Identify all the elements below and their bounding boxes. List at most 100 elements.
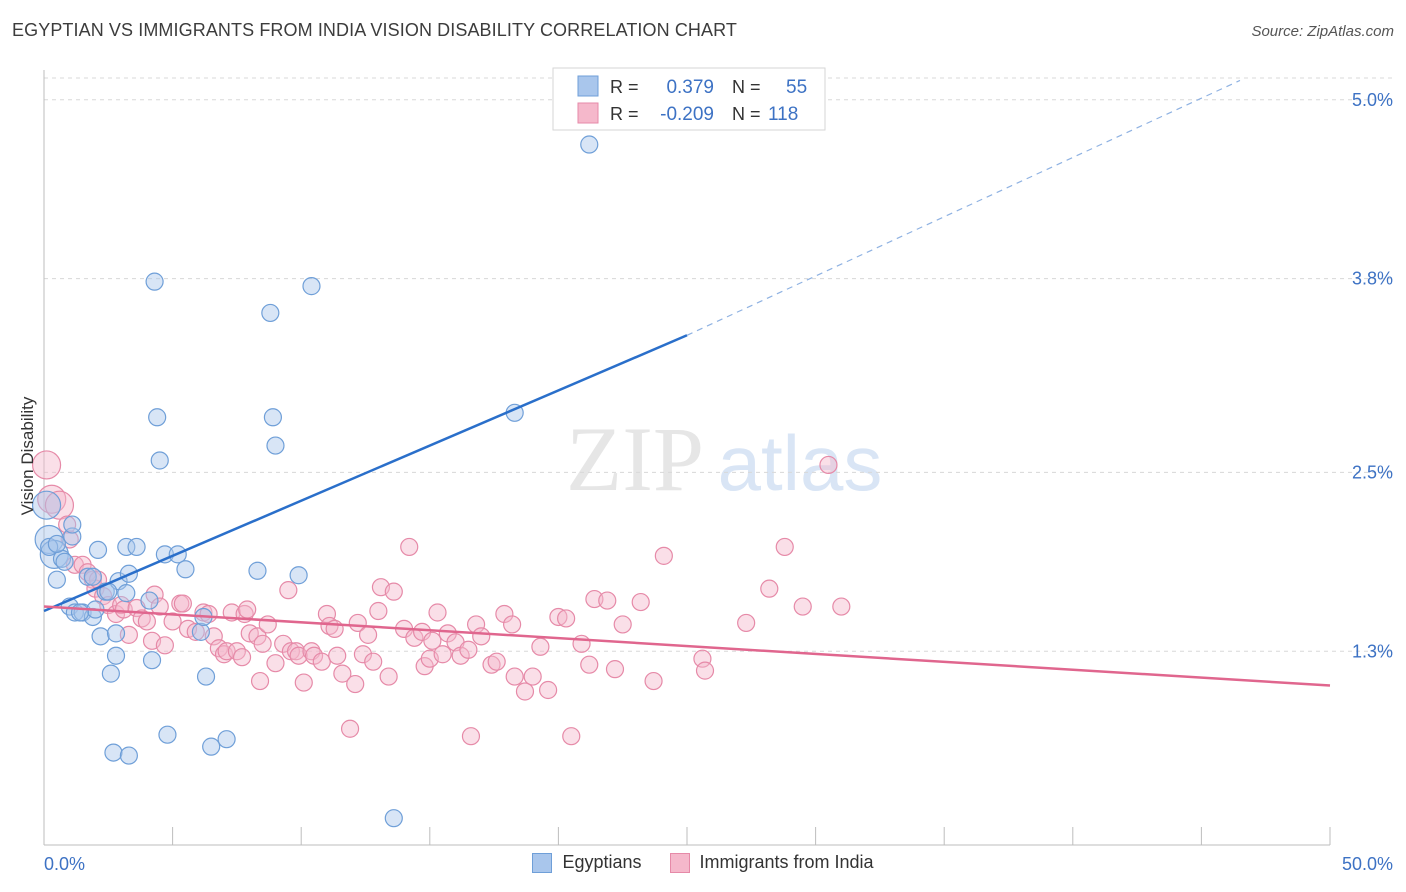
data-point	[654, 546, 673, 565]
data-point	[317, 604, 337, 624]
data-point	[423, 631, 442, 650]
legend-swatch-egyptians	[532, 852, 553, 873]
data-point	[191, 622, 210, 641]
india-series	[31, 450, 851, 746]
data-point	[202, 737, 221, 756]
data-point	[505, 667, 524, 686]
data-point	[158, 725, 177, 744]
legend-label-india: Immigrants from India	[699, 852, 874, 872]
data-point	[44, 490, 75, 520]
data-point	[78, 567, 97, 586]
data-point	[119, 746, 138, 765]
data-point	[91, 627, 110, 646]
data-point	[379, 667, 398, 686]
trend-line-egyptians	[43, 334, 688, 613]
x-tick-label-max: 50.0%	[1342, 854, 1393, 874]
stats-r-value: 0.379	[666, 77, 714, 98]
data-point	[549, 607, 568, 627]
data-point	[88, 540, 108, 560]
stats-n-label: N =	[732, 104, 761, 124]
data-point	[150, 597, 169, 616]
stats-r-label: R =	[610, 104, 639, 124]
data-point	[148, 408, 167, 427]
legend-item-india[interactable]: Immigrants from India	[669, 852, 874, 873]
data-point	[137, 612, 156, 631]
data-point	[384, 582, 403, 601]
data-point	[384, 809, 403, 828]
data-point	[605, 660, 625, 679]
data-point	[562, 727, 581, 746]
data-point	[503, 615, 522, 634]
data-point	[217, 642, 236, 661]
x-ticks	[43, 827, 1331, 845]
data-point	[186, 622, 205, 641]
data-point	[580, 655, 599, 674]
legend-item-egyptians[interactable]: Egyptians	[532, 852, 642, 873]
egyptians-series	[31, 135, 599, 828]
data-point	[217, 730, 236, 749]
data-point	[31, 450, 62, 480]
watermark-zip: ZIP	[566, 408, 704, 510]
legend-label-egyptians: Egyptians	[562, 852, 642, 872]
data-point	[515, 682, 535, 701]
stats-n-value: 55	[786, 77, 807, 98]
data-point	[539, 680, 558, 700]
stats-legend: R = 0.379 N = 55 R = -0.209 N = 118	[552, 67, 826, 131]
trend-lines	[43, 79, 1331, 687]
data-point	[461, 727, 481, 746]
y-tick-label: 3.8%	[1352, 269, 1393, 289]
data-point	[333, 664, 352, 683]
data-point	[47, 570, 66, 589]
data-point	[58, 515, 77, 534]
data-point	[572, 634, 591, 653]
data-point	[31, 490, 62, 520]
data-point	[737, 613, 756, 633]
data-point	[238, 600, 257, 619]
data-point	[523, 667, 542, 686]
data-point	[472, 627, 491, 646]
data-point	[127, 537, 146, 557]
stats-n-value: 118	[768, 104, 798, 125]
data-point	[400, 537, 419, 557]
data-point	[775, 537, 794, 557]
data-point	[428, 603, 447, 622]
data-point	[644, 671, 663, 691]
data-point	[106, 624, 126, 643]
trend-line-egyptians-extension	[686, 79, 1241, 336]
data-point	[142, 651, 162, 670]
data-point	[531, 637, 550, 656]
data-point	[819, 455, 838, 475]
data-point	[312, 652, 331, 671]
watermark-atlas: atlas	[718, 419, 883, 507]
data-point	[101, 664, 120, 683]
data-point	[487, 652, 506, 671]
data-point	[253, 634, 272, 653]
data-point	[353, 645, 373, 664]
data-point	[631, 592, 650, 612]
data-point	[140, 591, 159, 610]
data-point	[346, 674, 365, 694]
legend-swatch-india	[669, 852, 690, 873]
data-point	[358, 625, 378, 644]
stats-swatch-egyptians	[577, 75, 599, 97]
data-point	[693, 649, 712, 668]
data-point	[320, 616, 339, 636]
data-point	[598, 591, 617, 610]
data-point	[232, 648, 252, 667]
data-point	[266, 654, 285, 673]
data-point	[83, 567, 102, 586]
data-point	[266, 436, 285, 455]
data-point	[106, 646, 126, 665]
data-point	[369, 601, 388, 621]
data-point	[364, 652, 383, 671]
data-point	[258, 615, 277, 634]
data-point	[145, 272, 164, 291]
stats-swatch-india	[577, 102, 599, 124]
data-point	[145, 585, 164, 604]
data-point	[163, 612, 182, 631]
stats-n-label: N =	[732, 77, 761, 97]
data-point	[289, 566, 308, 585]
y-axis-label: Vision Disability	[18, 396, 37, 515]
data-point	[433, 645, 452, 664]
